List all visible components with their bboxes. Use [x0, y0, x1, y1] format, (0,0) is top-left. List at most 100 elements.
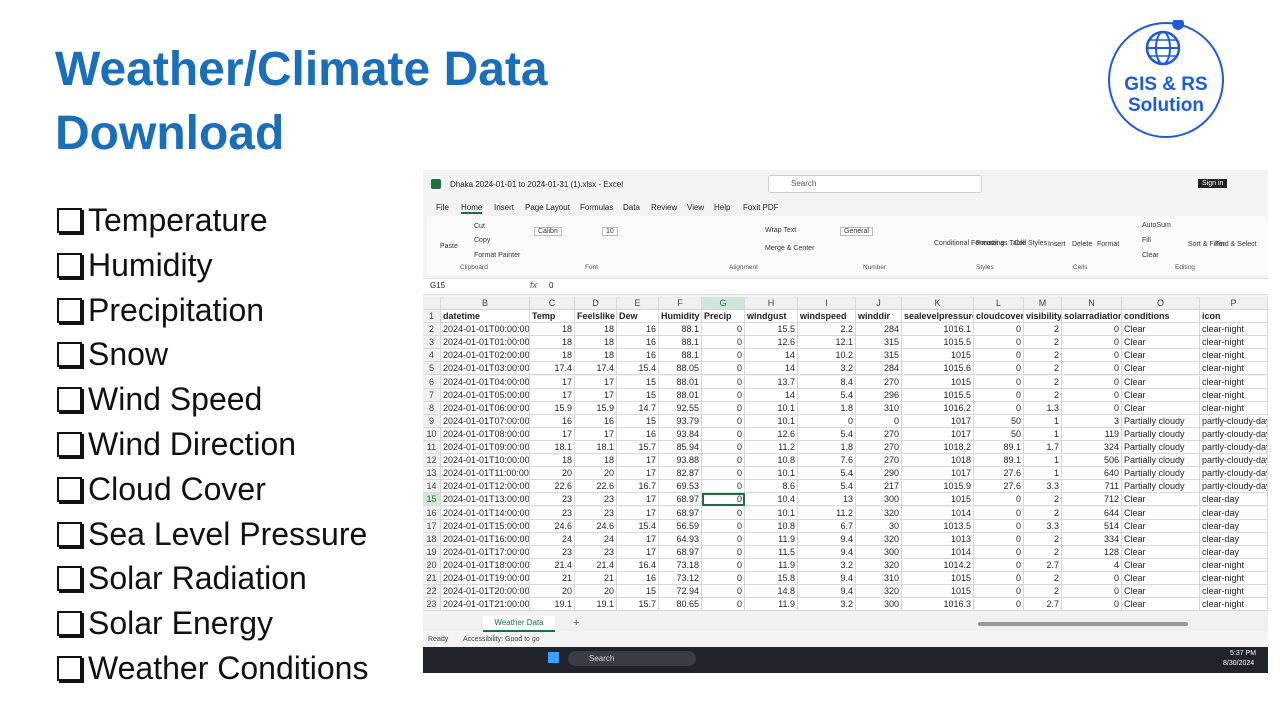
data-cell[interactable]: 0 — [974, 323, 1024, 337]
data-cell[interactable]: 1014.2 — [902, 558, 974, 572]
data-cell[interactable]: partly-cloudy-day — [1200, 480, 1268, 494]
data-cell[interactable]: 2024-01-01T18:00:00 — [441, 558, 530, 572]
data-cell[interactable]: 0 — [702, 467, 745, 481]
data-cell[interactable]: 17.4 — [575, 362, 617, 376]
data-cell[interactable]: 2024-01-01T02:00:00 — [441, 349, 530, 363]
start-button[interactable] — [548, 652, 559, 663]
data-cell[interactable]: 284 — [856, 362, 902, 376]
data-cell[interactable]: 0 — [974, 375, 1024, 389]
data-cell[interactable]: 0 — [702, 532, 745, 546]
data-cell[interactable]: 2 — [1024, 545, 1062, 559]
data-cell[interactable]: 0 — [702, 362, 745, 376]
data-cell[interactable]: clear-night — [1200, 572, 1268, 585]
data-cell[interactable]: 334 — [1062, 532, 1122, 546]
data-cell[interactable]: 0 — [702, 454, 745, 468]
data-cell[interactable]: 300 — [856, 598, 902, 612]
data-cell[interactable]: 18 — [530, 336, 575, 350]
data-cell[interactable]: 23 — [575, 545, 617, 559]
data-cell[interactable]: 10.1 — [745, 467, 798, 481]
data-cell[interactable]: 2024-01-01T17:00:00 — [441, 545, 530, 559]
ribbon-item[interactable]: Copy — [474, 237, 491, 244]
data-cell[interactable]: 128 — [1062, 545, 1122, 559]
data-cell[interactable]: 12.6 — [745, 336, 798, 350]
data-cell[interactable]: Partially cloudy — [1122, 480, 1200, 494]
data-cell[interactable]: 2.7 — [1024, 558, 1062, 572]
data-cell[interactable]: 18.1 — [530, 441, 575, 454]
data-cell[interactable]: clear-night — [1200, 598, 1268, 612]
data-cell[interactable]: 284 — [856, 323, 902, 337]
data-cell[interactable]: 2024-01-01T00:00:00 — [441, 323, 530, 337]
data-cell[interactable]: 2 — [1024, 532, 1062, 546]
data-cell[interactable]: 1015.9 — [902, 480, 974, 494]
data-cell[interactable]: Clear — [1122, 401, 1200, 415]
menu-item[interactable]: Home — [461, 203, 483, 214]
data-cell[interactable]: 8.4 — [798, 375, 856, 389]
data-cell[interactable]: clear-night — [1200, 349, 1268, 363]
ribbon-item[interactable]: Conditional Formatting — [934, 240, 1005, 247]
data-cell[interactable]: 1015 — [902, 349, 974, 363]
data-cell[interactable]: 9.4 — [798, 572, 856, 585]
data-cell[interactable]: 24 — [575, 532, 617, 546]
data-cell[interactable]: 1015 — [902, 493, 974, 507]
ribbon-item[interactable]: Format as Table — [976, 240, 1027, 247]
data-cell[interactable]: 2 — [1024, 362, 1062, 376]
data-cell[interactable]: 0 — [974, 349, 1024, 363]
data-cell[interactable]: 15 — [617, 585, 659, 599]
data-cell[interactable]: 3.2 — [798, 558, 856, 572]
data-cell[interactable]: 80.65 — [659, 598, 702, 612]
data-cell[interactable]: 23 — [575, 506, 617, 520]
data-cell[interactable]: 0 — [702, 519, 745, 533]
data-cell[interactable]: 56.59 — [659, 519, 702, 533]
data-cell[interactable]: 50 — [974, 414, 1024, 428]
data-cell[interactable]: 10.1 — [745, 506, 798, 520]
scrollbar[interactable] — [978, 622, 1188, 626]
data-cell[interactable]: 0 — [702, 401, 745, 415]
data-cell[interactable]: 119 — [1062, 427, 1122, 441]
data-cell[interactable]: 2024-01-01T09:00:00 — [441, 441, 530, 454]
data-cell[interactable]: Clear — [1122, 585, 1200, 599]
data-cell[interactable]: 0 — [974, 558, 1024, 572]
data-cell[interactable]: 27.6 — [974, 480, 1024, 494]
data-cell[interactable]: 2024-01-01T06:00:00 — [441, 401, 530, 415]
data-cell[interactable]: 88.1 — [659, 349, 702, 363]
data-cell[interactable]: 2 — [1024, 323, 1062, 337]
data-cell[interactable]: clear-day — [1200, 493, 1268, 507]
data-cell[interactable]: 0 — [1062, 598, 1122, 612]
ribbon-item[interactable]: Insert — [1048, 241, 1066, 248]
data-cell[interactable]: 2024-01-01T10:00:00 — [441, 454, 530, 468]
menu-item[interactable]: Foxit PDF — [743, 203, 779, 212]
data-cell[interactable]: 12.1 — [798, 336, 856, 350]
data-cell[interactable]: 0 — [702, 493, 745, 507]
search-box[interactable] — [768, 175, 982, 193]
data-cell[interactable]: 16 — [617, 349, 659, 363]
data-cell[interactable]: 300 — [856, 493, 902, 507]
name-box[interactable]: G15 — [430, 281, 446, 290]
data-cell[interactable]: 68.97 — [659, 545, 702, 559]
data-cell[interactable]: 0 — [974, 519, 1024, 533]
data-cell[interactable]: 15.7 — [617, 441, 659, 454]
data-cell[interactable]: 16 — [617, 572, 659, 585]
ribbon-item[interactable]: Wrap Text — [765, 227, 797, 234]
data-cell[interactable]: 23 — [575, 493, 617, 507]
data-cell[interactable]: 0 — [702, 480, 745, 494]
data-cell[interactable]: 315 — [856, 336, 902, 350]
data-cell[interactable]: 300 — [856, 545, 902, 559]
data-cell[interactable]: 11.9 — [745, 598, 798, 612]
data-cell[interactable]: 15.4 — [617, 519, 659, 533]
ribbon-item[interactable]: Format Painter — [474, 252, 521, 259]
menu-item[interactable]: Help — [714, 203, 731, 212]
data-cell[interactable]: 85.94 — [659, 441, 702, 454]
data-cell[interactable]: 15.9 — [575, 401, 617, 415]
ribbon-item[interactable]: Find & Select — [1215, 241, 1257, 248]
data-cell[interactable]: 10.1 — [745, 401, 798, 415]
data-cell[interactable]: 1015.5 — [902, 388, 974, 402]
data-cell[interactable]: 10.2 — [798, 349, 856, 363]
data-cell[interactable]: clear-night — [1200, 362, 1268, 376]
data-cell[interactable]: 270 — [856, 375, 902, 389]
data-cell[interactable]: 2 — [1024, 585, 1062, 599]
data-cell[interactable]: Clear — [1122, 598, 1200, 612]
data-cell[interactable]: 2024-01-01T21:00:00 — [441, 598, 530, 612]
data-cell[interactable]: 82.87 — [659, 467, 702, 481]
data-cell[interactable]: 1013 — [902, 532, 974, 546]
data-cell[interactable]: 320 — [856, 532, 902, 546]
